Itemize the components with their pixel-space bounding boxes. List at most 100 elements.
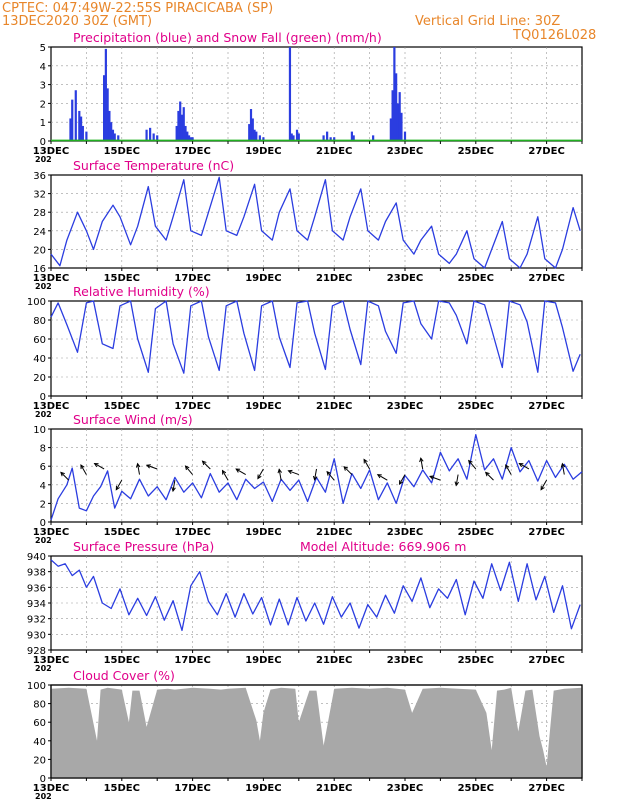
x-tick-label: 13DEC xyxy=(33,527,69,538)
x-tick-label: 13DEC xyxy=(33,146,69,157)
precip-bar xyxy=(253,129,256,141)
precip-bar xyxy=(74,90,77,141)
precip-bar xyxy=(322,135,325,141)
model-code: TQ0126L028 xyxy=(513,28,597,43)
temperature-line xyxy=(50,176,581,269)
precip-bar xyxy=(113,133,116,141)
wind-arrow-head xyxy=(145,464,151,469)
y-tick-label: 32 xyxy=(33,190,46,201)
y-tick-label: 28 xyxy=(33,208,46,219)
wind-arrow xyxy=(94,463,105,470)
wind-arrow-head xyxy=(429,475,435,480)
x-tick-label: 23DEC xyxy=(387,273,423,284)
x-tick-label: 25DEC xyxy=(458,146,494,157)
precip-bar xyxy=(372,135,375,141)
y-tick-label: 36 xyxy=(33,171,46,182)
y-tick-label: 8 xyxy=(40,444,46,455)
x-tick-label: 19DEC xyxy=(245,146,281,157)
precip-bar xyxy=(186,131,189,141)
panel-humidity: 0 20 40 60 80 100 13DEC 15DEC 17DEC 19DEC 21DEC 23D… xyxy=(27,284,583,419)
x-tick-label: 17DEC xyxy=(174,273,210,284)
precip-bar xyxy=(81,125,84,141)
precip-bar xyxy=(255,131,258,141)
precip-bar xyxy=(111,129,115,141)
y-tick-label: 940 xyxy=(27,552,46,563)
y-tick-label: 100 xyxy=(27,681,46,692)
precip-bar xyxy=(108,110,111,141)
panel-title: Surface Wind (m/s) xyxy=(73,412,193,427)
x-tick-label: 25DEC xyxy=(458,273,494,284)
x-tick-label: 23DEC xyxy=(387,655,423,666)
panel-frame xyxy=(50,46,583,142)
wind-arrow xyxy=(222,470,229,481)
pressure-line xyxy=(50,559,581,632)
wind-line xyxy=(50,433,583,521)
x-tick-label: 17DEC xyxy=(174,401,210,412)
panel-pressure: 928 930 932 934 936 938 940 13DEC 15DEC 17DEC 19DE… xyxy=(27,539,583,673)
precip-bar xyxy=(288,47,292,141)
precip-bar xyxy=(85,131,88,141)
grid-note: Vertical Grid Line: 30Z xyxy=(415,14,561,29)
y-tick-label: 60 xyxy=(33,335,46,346)
y-tick-label: 936 xyxy=(27,583,46,594)
y-tick-label: 0 xyxy=(40,137,46,148)
precip-bar xyxy=(187,135,191,141)
panel-title: Precipitation (blue) and Snow Fall (gree… xyxy=(73,30,382,45)
wind-arrow xyxy=(115,479,123,490)
precip-bar xyxy=(295,129,299,141)
y-tick-label: 20 xyxy=(33,245,46,256)
x-tick-label: 13DEC xyxy=(33,783,69,794)
precip-bar xyxy=(403,131,407,141)
y-tick-label: 5 xyxy=(40,43,46,54)
wind-arrow xyxy=(429,475,441,481)
wind-arrow xyxy=(257,468,264,479)
y-tick-label: 40 xyxy=(33,737,46,748)
x-tick-label: 13DEC xyxy=(33,401,69,412)
y-tick-label: 938 xyxy=(27,568,46,579)
wind-arrow-head xyxy=(184,465,190,471)
x-tick-label: 23DEC xyxy=(387,146,423,157)
wind-arrow xyxy=(326,471,335,481)
x-tick-label: 19DEC xyxy=(245,273,281,284)
x-tick-label: 15DEC xyxy=(104,655,140,666)
precip-bar xyxy=(292,135,295,141)
wind-arrow-head xyxy=(312,475,318,481)
y-tick-label: 24 xyxy=(33,227,46,238)
x-tick-label: 19DEC xyxy=(245,401,281,412)
precip-bar xyxy=(329,137,332,141)
precip-bar xyxy=(145,129,148,141)
x-tick-label: 25DEC xyxy=(458,401,494,412)
wind-arrow xyxy=(468,460,477,470)
precip-bar xyxy=(297,133,300,141)
wind-arrow xyxy=(540,479,548,490)
wind-arrow xyxy=(314,468,317,480)
y-tick-label: 6 xyxy=(40,462,46,473)
precip-bar xyxy=(350,131,353,141)
precip-bar xyxy=(180,114,184,141)
wind-arrow xyxy=(278,469,282,481)
precip-bar xyxy=(326,131,329,141)
x-tick-label: 21DEC xyxy=(316,655,352,666)
wind-arrow xyxy=(146,464,158,470)
x-tick-label: 13DEC xyxy=(33,273,69,284)
wind-arrow-head xyxy=(454,481,459,487)
y-tick-label: 16 xyxy=(33,264,46,275)
y-tick-label: 934 xyxy=(27,599,46,610)
precip-bar xyxy=(400,112,403,141)
wind-arrow xyxy=(172,480,176,492)
x-tick-label: 21DEC xyxy=(316,527,352,538)
wind-arrow-head xyxy=(484,471,490,477)
x-tick-label: 27DEC xyxy=(528,146,564,157)
y-tick-label: 10 xyxy=(33,425,46,436)
wind-arrow xyxy=(60,472,70,481)
wind-arrow-head xyxy=(398,480,404,486)
year-fragment: 202 xyxy=(35,282,52,291)
x-tick-label: 17DEC xyxy=(174,146,210,157)
x-tick-label: 23DEC xyxy=(387,401,423,412)
run-date-header: 13DEC2020 30Z (GMT) xyxy=(2,14,153,29)
y-tick-label: 4 xyxy=(40,62,46,73)
precip-bar xyxy=(184,125,187,141)
precip-bar xyxy=(395,73,398,141)
wind-arrow xyxy=(235,468,246,476)
